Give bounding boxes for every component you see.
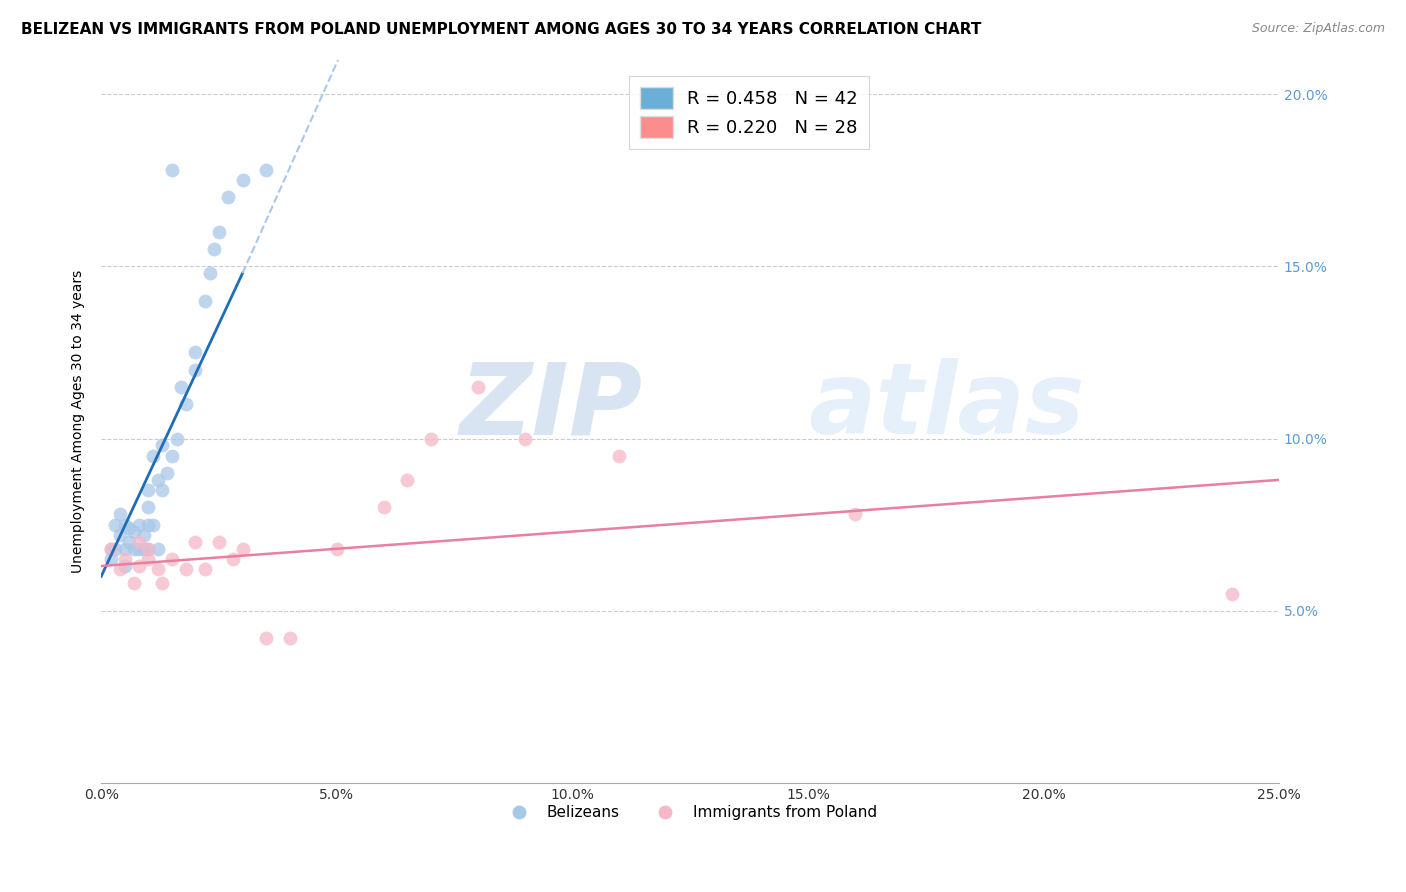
Point xyxy=(202,242,225,256)
Point xyxy=(132,528,155,542)
Point xyxy=(136,552,159,566)
Point xyxy=(122,576,145,591)
Point xyxy=(174,397,197,411)
Point xyxy=(118,535,141,549)
Point xyxy=(208,225,231,239)
Point xyxy=(254,632,277,646)
Text: Source: ZipAtlas.com: Source: ZipAtlas.com xyxy=(1251,22,1385,36)
Point xyxy=(326,541,349,556)
Point xyxy=(232,173,254,187)
Point xyxy=(100,552,122,566)
Point xyxy=(194,293,217,308)
Point xyxy=(609,449,631,463)
Point xyxy=(146,562,169,576)
Point xyxy=(420,432,443,446)
Point xyxy=(844,508,866,522)
Point xyxy=(122,541,145,556)
Point xyxy=(146,541,169,556)
Point xyxy=(152,438,174,452)
Point xyxy=(108,528,131,542)
Point xyxy=(142,517,165,532)
Point xyxy=(104,517,127,532)
Point xyxy=(100,541,122,556)
Point xyxy=(146,473,169,487)
Point xyxy=(136,541,159,556)
Point xyxy=(222,552,245,566)
Point xyxy=(198,266,221,280)
Point xyxy=(254,162,277,177)
Point xyxy=(114,559,136,574)
Point xyxy=(232,541,254,556)
Point xyxy=(114,552,136,566)
Point xyxy=(152,576,174,591)
Point xyxy=(160,162,183,177)
Point xyxy=(515,432,537,446)
Point xyxy=(132,541,155,556)
Point xyxy=(114,517,136,532)
Point xyxy=(108,562,131,576)
Point xyxy=(136,541,159,556)
Text: atlas: atlas xyxy=(808,359,1084,455)
Point xyxy=(184,345,207,359)
Point xyxy=(160,552,183,566)
Point xyxy=(128,559,150,574)
Point xyxy=(217,190,239,204)
Point xyxy=(128,535,150,549)
Point xyxy=(160,449,183,463)
Point xyxy=(136,517,159,532)
Point xyxy=(152,483,174,498)
Point xyxy=(104,541,127,556)
Point xyxy=(278,632,301,646)
Point xyxy=(373,500,395,515)
Y-axis label: Unemployment Among Ages 30 to 34 years: Unemployment Among Ages 30 to 34 years xyxy=(72,269,86,573)
Point xyxy=(118,521,141,535)
Point xyxy=(396,473,419,487)
Point xyxy=(467,380,489,394)
Point xyxy=(142,449,165,463)
Point xyxy=(136,483,159,498)
Point xyxy=(208,535,231,549)
Point xyxy=(156,466,179,480)
Point xyxy=(170,380,193,394)
Point xyxy=(184,362,207,376)
Point xyxy=(174,562,197,576)
Point xyxy=(100,541,122,556)
Point xyxy=(184,535,207,549)
Point xyxy=(122,524,145,539)
Point xyxy=(194,562,217,576)
Point xyxy=(114,541,136,556)
Point xyxy=(136,500,159,515)
Point xyxy=(128,517,150,532)
Point xyxy=(166,432,188,446)
Point xyxy=(1220,586,1243,600)
Text: BELIZEAN VS IMMIGRANTS FROM POLAND UNEMPLOYMENT AMONG AGES 30 TO 34 YEARS CORREL: BELIZEAN VS IMMIGRANTS FROM POLAND UNEMP… xyxy=(21,22,981,37)
Point xyxy=(108,508,131,522)
Text: ZIP: ZIP xyxy=(460,359,643,455)
Legend: Belizeans, Immigrants from Poland: Belizeans, Immigrants from Poland xyxy=(498,799,883,826)
Point xyxy=(128,541,150,556)
